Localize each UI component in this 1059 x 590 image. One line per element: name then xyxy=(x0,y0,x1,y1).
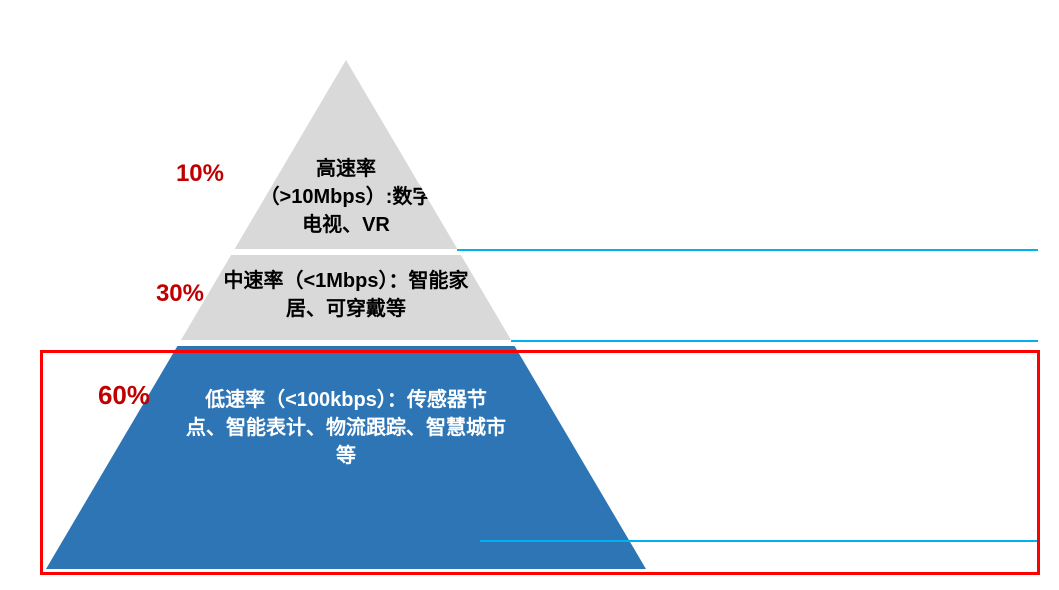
divider-line-top xyxy=(457,249,1038,251)
pyramid-tier-top: 高速率（>10Mbps）:数字电视、VR xyxy=(235,60,458,249)
pyramid-tier-middle: 中速率（<1Mbps）：智能家居、可穿戴等 xyxy=(181,255,511,340)
pyramid-diagram: 高速率（>10Mbps）:数字电视、VR 10% 中速率（<1Mbps）：智能家… xyxy=(0,0,1059,590)
divider-line-middle xyxy=(511,340,1038,342)
tier-top-percent: 10% xyxy=(104,160,224,188)
highlight-box xyxy=(40,350,1040,575)
tier-top-label: 高速率（>10Mbps）:数字电视、VR xyxy=(259,155,433,239)
tier-middle-percent: 30% xyxy=(84,280,204,308)
tier-middle-label: 中速率（<1Mbps）：智能家居、可穿戴等 xyxy=(217,267,475,323)
